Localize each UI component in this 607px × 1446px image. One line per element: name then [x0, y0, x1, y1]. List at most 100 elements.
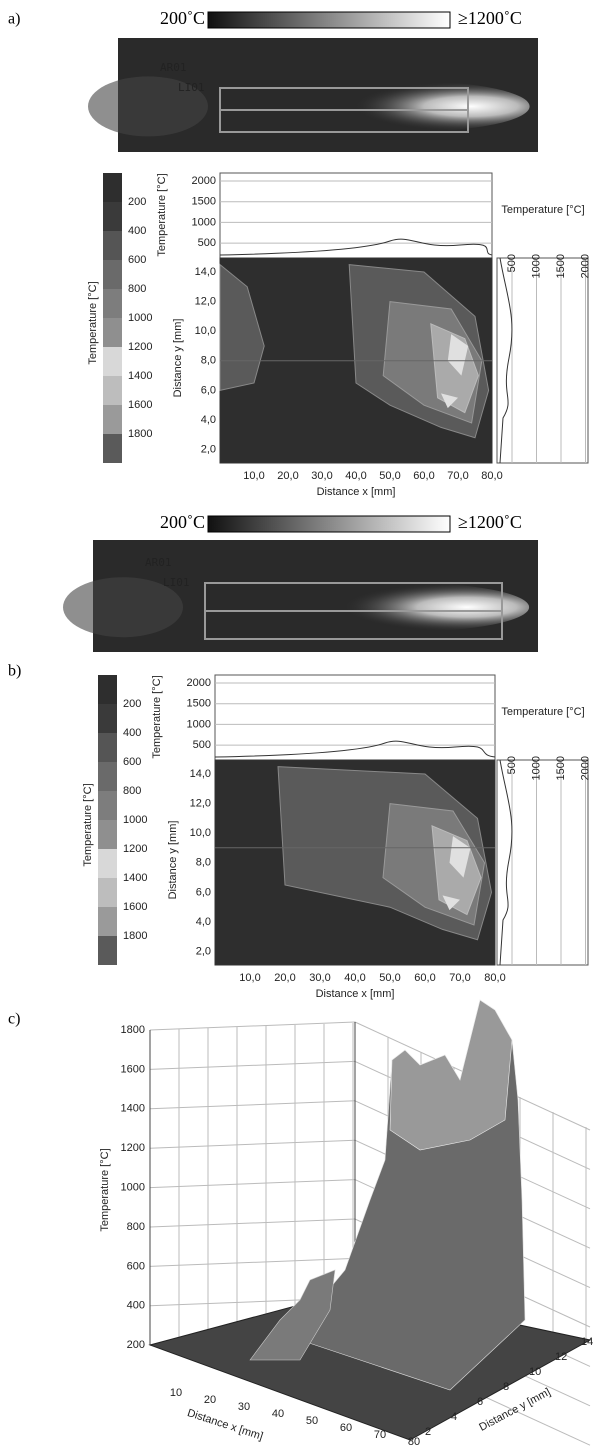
contour-region [219, 263, 265, 392]
colorbar-tick: 400 [128, 225, 146, 237]
colorbar-tick: 1400 [123, 872, 147, 884]
colorbar-band [98, 791, 117, 820]
x-tick-label: 30,0 [309, 972, 330, 984]
grid-line [149, 1021, 356, 1031]
colorbar-band [98, 675, 117, 704]
colorbar-band [103, 260, 122, 289]
y-tick-label: 500 [198, 237, 216, 249]
grid-line [149, 1179, 356, 1189]
colorbar-tick: 1000 [128, 312, 152, 324]
y-tick-label: 4,0 [196, 916, 211, 928]
colorbar-band [98, 762, 117, 791]
profile-title: Temperature [°C] [501, 706, 584, 718]
profile-curve [214, 740, 496, 758]
x-tick-label: 10,0 [243, 470, 264, 482]
y-tick-label: 12 [555, 1351, 567, 1363]
y-axis-label: Distance y [mm] [172, 319, 184, 398]
colorbar-tick: 600 [123, 756, 141, 768]
profile-frame [496, 257, 589, 464]
surface-ridge [249, 1269, 336, 1361]
x-tick-label: 2000 [579, 756, 591, 780]
hot-zone [279, 582, 530, 632]
z-tick-label: 1200 [121, 1142, 145, 1154]
colorbar-band [103, 405, 122, 434]
x-tick-label: 20 [204, 1394, 216, 1406]
z-tick-label: 1000 [121, 1182, 145, 1194]
x-tick-label: 30 [238, 1401, 250, 1413]
y-tick-label: 14 [581, 1336, 593, 1348]
colorbar-band [98, 907, 117, 936]
roi-label: LI01 [163, 576, 190, 589]
glow-left [88, 76, 208, 137]
y-tick-label: 1000 [187, 718, 211, 730]
contour-region [442, 836, 471, 911]
y-tick-label: 6 [477, 1396, 483, 1408]
x-tick-label: 50,0 [379, 470, 400, 482]
colorbar-band [98, 733, 117, 762]
y-tick-label: 6,0 [196, 886, 211, 898]
profile-ylabel: Temperature [°C] [151, 675, 163, 758]
grid-line [149, 1257, 356, 1267]
colorbar-tick: 1200 [128, 341, 152, 353]
x-tick-label: 1500 [555, 254, 567, 278]
scale-gradient [207, 11, 451, 29]
profile-title: Temperature [°C] [501, 204, 584, 216]
panel-label: b) [8, 663, 21, 680]
scale-gradient [207, 515, 451, 533]
x-tick-label: 60 [340, 1422, 352, 1434]
x-tick-label: 10,0 [239, 972, 260, 984]
colorbar-band [103, 289, 122, 318]
profile-ylabel: Temperature [°C] [156, 173, 168, 256]
y-tick-label: 6,0 [201, 384, 216, 396]
y-tick-label: 14,0 [190, 768, 211, 780]
scale-max: ≥1200˚C [458, 8, 522, 28]
contour-region [441, 334, 469, 409]
y-tick-label: 1000 [192, 216, 216, 228]
colorbar-band [98, 849, 117, 878]
colorbar-band [103, 202, 122, 231]
y-tick-label: 2000 [192, 175, 216, 187]
panel-label: a) [8, 11, 20, 28]
x-tick-label: 20,0 [277, 470, 298, 482]
y-tick-label: 2000 [187, 677, 211, 689]
colorbar-tick: 800 [128, 283, 146, 295]
x-tick-label: 80,0 [481, 470, 502, 482]
roi-label: LI01 [178, 81, 205, 94]
colorbar-tick: 1800 [123, 930, 147, 942]
z-tick-label: 200 [127, 1339, 145, 1351]
y-tick-label: 12,0 [190, 798, 211, 810]
profile-frame [214, 674, 496, 761]
x-tick-label: 10 [170, 1387, 182, 1399]
colorbar-tick: 1800 [128, 428, 152, 440]
colorbar-band [98, 936, 117, 965]
colorbar-tick: 1000 [123, 814, 147, 826]
colorbar-band [103, 231, 122, 260]
colorbar-band [98, 704, 117, 733]
grid-line [149, 1100, 356, 1110]
colorbar-band [103, 173, 122, 202]
x-tick-label: 1000 [530, 254, 542, 278]
grid-line [149, 1218, 356, 1228]
y-tick-label: 14,0 [195, 266, 216, 278]
colorbar-tick: 600 [128, 254, 146, 266]
y-axis-label: Distance y [mm] [167, 821, 179, 900]
y-tick-label: 10,0 [195, 325, 216, 337]
z-tick-label: 600 [127, 1260, 145, 1272]
x-tick-label: 50,0 [379, 972, 400, 984]
y-tick-label: 12,0 [195, 296, 216, 308]
colorbar-band [103, 376, 122, 405]
x-tick-label: 70 [374, 1429, 386, 1441]
y-tick-label: 1500 [192, 196, 216, 208]
x-tick-label: 2000 [579, 254, 591, 278]
colorbar-band [98, 820, 117, 849]
y-tick-label: 2,0 [196, 946, 211, 958]
y-tick-label: 500 [193, 739, 211, 751]
hot-zone [294, 81, 530, 132]
x-tick-label: 40,0 [344, 972, 365, 984]
colorbar-tick: 200 [128, 196, 146, 208]
x-tick-label: 80,0 [484, 972, 505, 984]
panel-label: c) [8, 1011, 20, 1028]
profile-curve [219, 238, 493, 256]
profile-frame [219, 172, 493, 259]
